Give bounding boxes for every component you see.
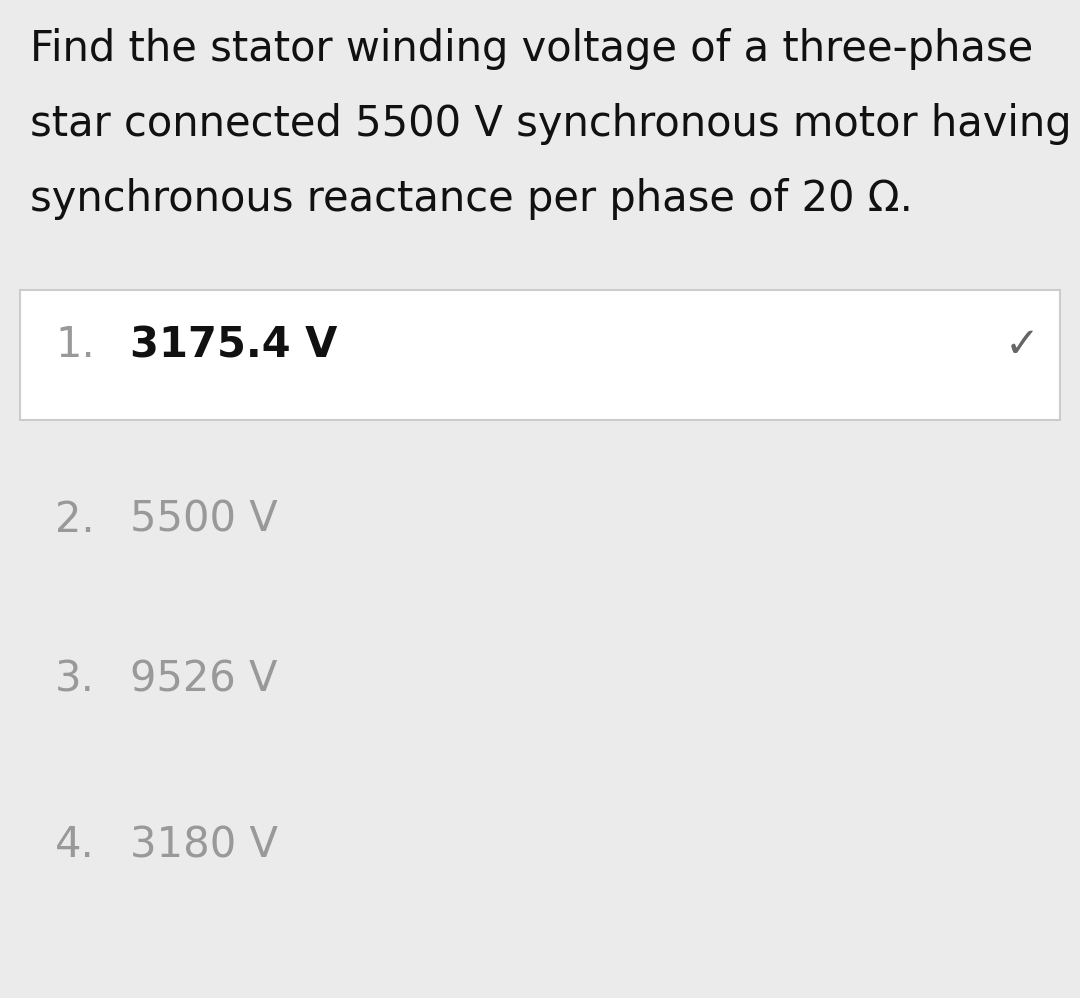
Text: 3180 V: 3180 V <box>130 824 278 866</box>
Text: 2.: 2. <box>55 499 95 541</box>
Text: 5500 V: 5500 V <box>130 499 278 541</box>
Text: synchronous reactance per phase of 20 Ω.: synchronous reactance per phase of 20 Ω. <box>30 178 913 220</box>
Text: 9526 V: 9526 V <box>130 659 278 701</box>
Text: ✓: ✓ <box>1005 324 1040 366</box>
Text: star connected 5500 V synchronous motor having: star connected 5500 V synchronous motor … <box>30 103 1071 145</box>
Text: 3.: 3. <box>55 659 95 701</box>
Text: 1.: 1. <box>55 324 95 366</box>
Bar <box>21 290 1059 420</box>
Text: 4.: 4. <box>55 824 95 866</box>
Text: 3175.4 V: 3175.4 V <box>130 324 337 366</box>
Text: Find the stator winding voltage of a three-phase: Find the stator winding voltage of a thr… <box>30 28 1034 70</box>
